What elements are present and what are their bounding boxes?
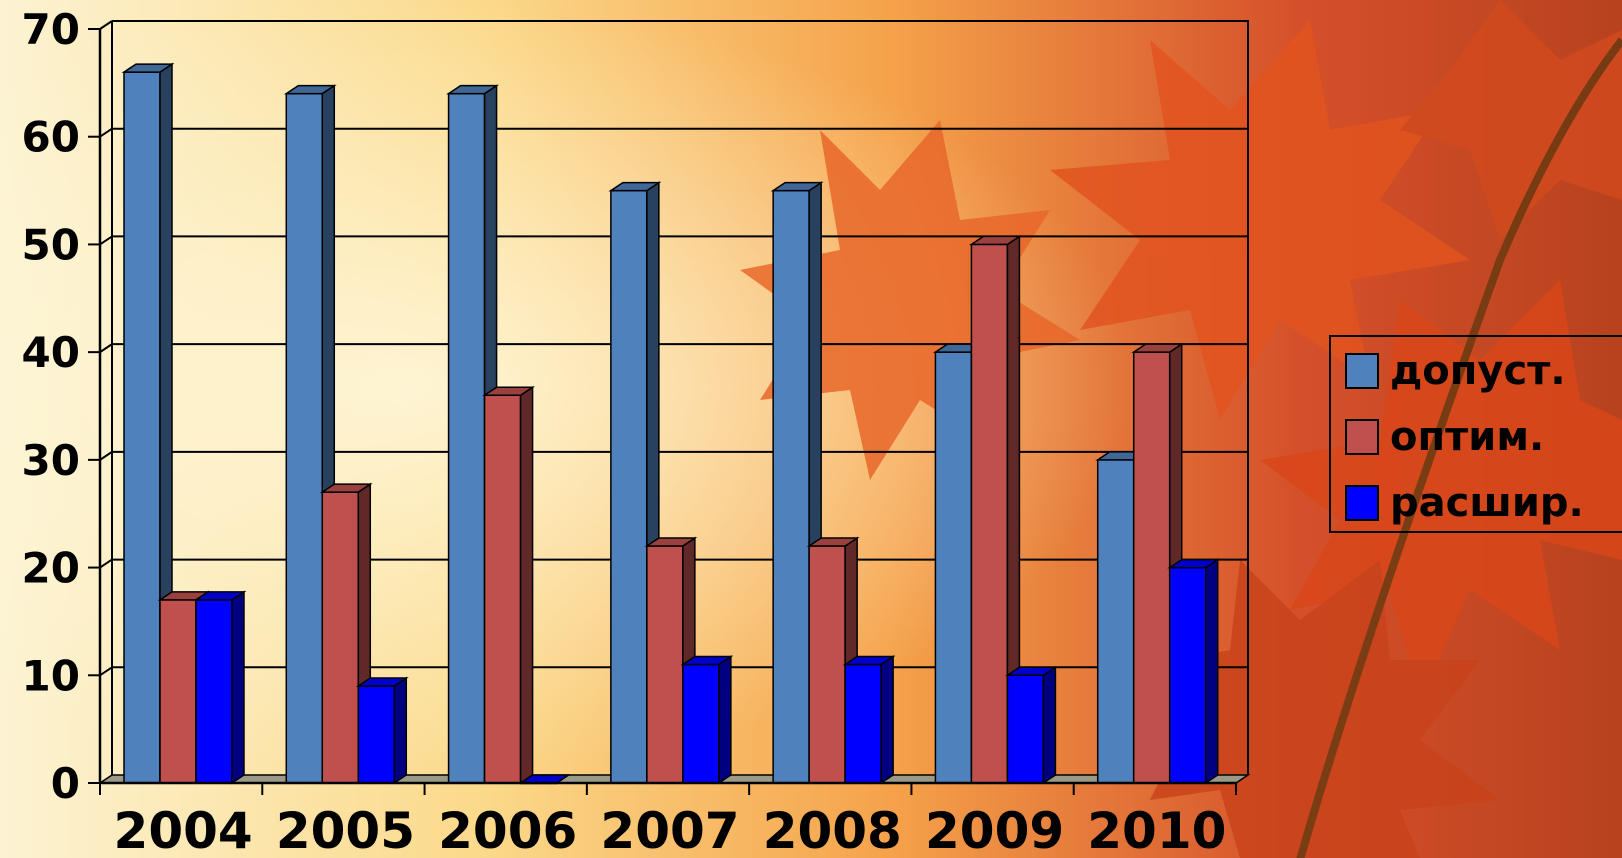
- bar-2010-series-3: [1167, 558, 1221, 785]
- bar-2007-series-1: [608, 181, 662, 785]
- y-tick-label: 70: [22, 5, 80, 54]
- x-tick-label: 2004: [114, 802, 253, 858]
- x-tick-label: 2005: [276, 802, 415, 858]
- bar-2010-series-2: [1131, 342, 1185, 785]
- gridline-side: [99, 451, 113, 461]
- legend-label: оптим.: [1390, 414, 1544, 460]
- legend-swatch: [1345, 419, 1379, 455]
- gridline-side: [99, 235, 113, 246]
- bar-2009-series-3: [1004, 665, 1058, 785]
- bar-2006-series-2: [482, 385, 536, 785]
- x-tick-labels: 2004 2005 2006 2007 2008 2009 2010: [114, 802, 1227, 858]
- x-tick-label: 2010: [1087, 802, 1226, 858]
- bar-2008-series-3: [842, 655, 896, 785]
- bar-2004-series-1: [121, 62, 175, 785]
- gridline-side: [99, 666, 113, 677]
- y-tick-label: 50: [22, 220, 80, 269]
- legend: допуст. оптим. расшир.: [1329, 335, 1622, 533]
- legend-box: [1329, 335, 1622, 533]
- y-tick-label: 20: [22, 544, 80, 593]
- gridline-side: [99, 127, 113, 138]
- bar-2007-series-3: [680, 655, 734, 785]
- gridline-side: [99, 20, 113, 30]
- y-tick-label: 40: [22, 328, 80, 377]
- x-tick-label: 2009: [925, 802, 1064, 858]
- legend-swatch: [1345, 485, 1379, 521]
- bars-layer: [121, 62, 1221, 785]
- legend-label: расшир.: [1390, 480, 1584, 526]
- y-tick-label: 0: [51, 759, 80, 808]
- y-tick-label: 60: [22, 113, 80, 162]
- x-tick-label: 2006: [438, 802, 577, 858]
- bar-2004-series-3: [193, 590, 247, 785]
- legend-item: оптим.: [1345, 414, 1544, 460]
- y-tick-labels: 0 10 20 30 40 50 60 70: [22, 5, 80, 808]
- x-tick-label: 2008: [763, 802, 902, 858]
- gridline-side: [99, 343, 113, 353]
- y-tick-label: 10: [22, 651, 80, 700]
- x-tick-label: 2007: [600, 802, 739, 858]
- axes: [88, 28, 1237, 795]
- bar-2005-series-3: [355, 676, 409, 785]
- legend-label: допуст.: [1390, 348, 1566, 394]
- y-tick-label: 30: [22, 436, 80, 485]
- legend-item: расшир.: [1345, 480, 1584, 526]
- legend-item: допуст.: [1345, 348, 1566, 394]
- legend-swatch: [1345, 353, 1379, 389]
- gridline-side: [99, 558, 113, 569]
